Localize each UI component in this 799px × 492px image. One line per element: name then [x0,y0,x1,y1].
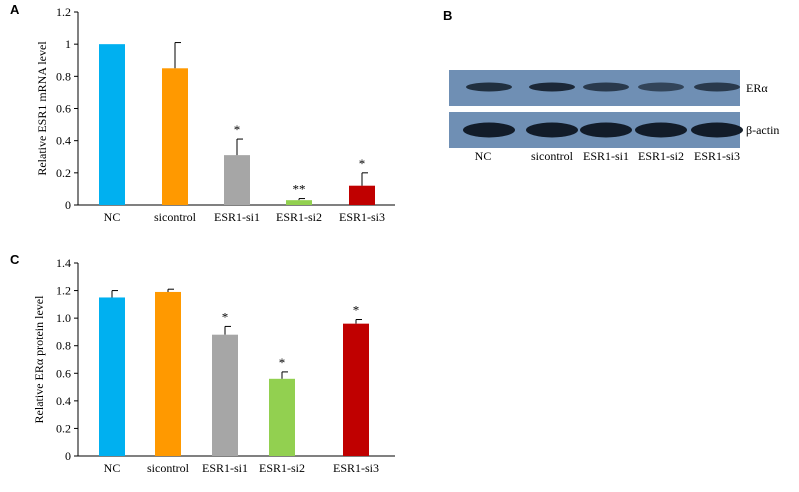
chart-a-bar [99,44,125,205]
blot-band [583,82,629,92]
chart-a-y-tick-label: 0 [65,198,71,212]
chart-c-bar [212,334,238,456]
chart-c-y-tick-label: 0.2 [56,421,71,435]
blot-band [580,122,632,138]
chart-a-y-tick-label: 0.4 [56,134,71,148]
blot-lane-label: ESR1-si1 [583,149,629,163]
chart-c-x-tick-label: ESR1-si1 [202,461,248,475]
panel-label-c: C [10,252,20,267]
blot-band [638,82,684,92]
chart-a-x-tick-label: NC [104,210,121,224]
chart-a-x-tick-label: ESR1-si1 [214,210,260,224]
blot-band [529,82,575,92]
chart-c-x-tick-label: ESR1-si3 [333,461,379,475]
chart-a-y-tick-label: 0.8 [56,69,71,83]
chart-c-x-tick-label: NC [104,461,121,475]
chart-a-x-tick-label: sicontrol [154,210,197,224]
chart-a-significance-marker: * [359,156,366,171]
chart-c-bar [343,323,369,456]
chart-a-bar [349,185,375,205]
chart-c-significance-marker: * [279,355,286,370]
blot-row-label: β-actin [746,123,779,137]
panel-label-a: A [10,2,20,17]
chart-a-y-tick-label: 0.6 [56,102,71,116]
chart-c-significance-marker: * [222,309,229,324]
blot-band [691,122,743,138]
chart-a-bar [224,155,250,205]
blot-lane-label: ESR1-si2 [638,149,684,163]
panel-label-b: B [443,8,453,23]
blot-lane-label: sicontrol [531,149,574,163]
chart-c-y-tick-label: 0.6 [56,366,71,380]
chart-c-y-tick-label: 0.8 [56,339,71,353]
chart-c-y-tick-label: 1.0 [56,311,71,325]
chart-c-y-tick-label: 1.4 [56,256,71,270]
blot-lane-label: NC [475,149,492,163]
chart-a-y-axis-label: Relative ESR1 mRNA level [35,41,49,176]
chart-c-significance-marker: * [353,303,360,318]
blot-band [526,122,578,138]
chart-c-y-tick-label: 0 [65,449,71,463]
chart-c-bar [269,378,295,456]
chart-a-y-tick-label: 1.2 [56,5,71,19]
chart-a-significance-marker: * [234,122,241,137]
blot-lane-label: ESR1-si3 [694,149,740,163]
chart-a-y-tick-label: 1 [65,37,71,51]
chart-c-x-tick-label: sicontrol [147,461,190,475]
chart-a-x-tick-label: ESR1-si2 [276,210,322,224]
blot-band [694,82,740,92]
blot-band [463,122,515,138]
chart-c-y-tick-label: 1.2 [56,284,71,298]
chart-a-bar [286,200,312,205]
chart-a-bar [162,68,188,206]
chart-c-bar [155,291,181,456]
chart-a-x-tick-label: ESR1-si3 [339,210,385,224]
blot-row-label: ERα [746,81,768,95]
blot-band [466,82,512,92]
chart-c-y-axis-label: Relative ERα protein level [32,295,46,424]
blot-band [635,122,687,138]
chart-a-y-tick-label: 0.2 [56,166,71,180]
chart-a-significance-marker: ** [293,182,306,197]
chart-c-y-tick-label: 0.4 [56,394,71,408]
chart-c-x-tick-label: ESR1-si2 [259,461,305,475]
chart-c-bar [99,297,125,456]
